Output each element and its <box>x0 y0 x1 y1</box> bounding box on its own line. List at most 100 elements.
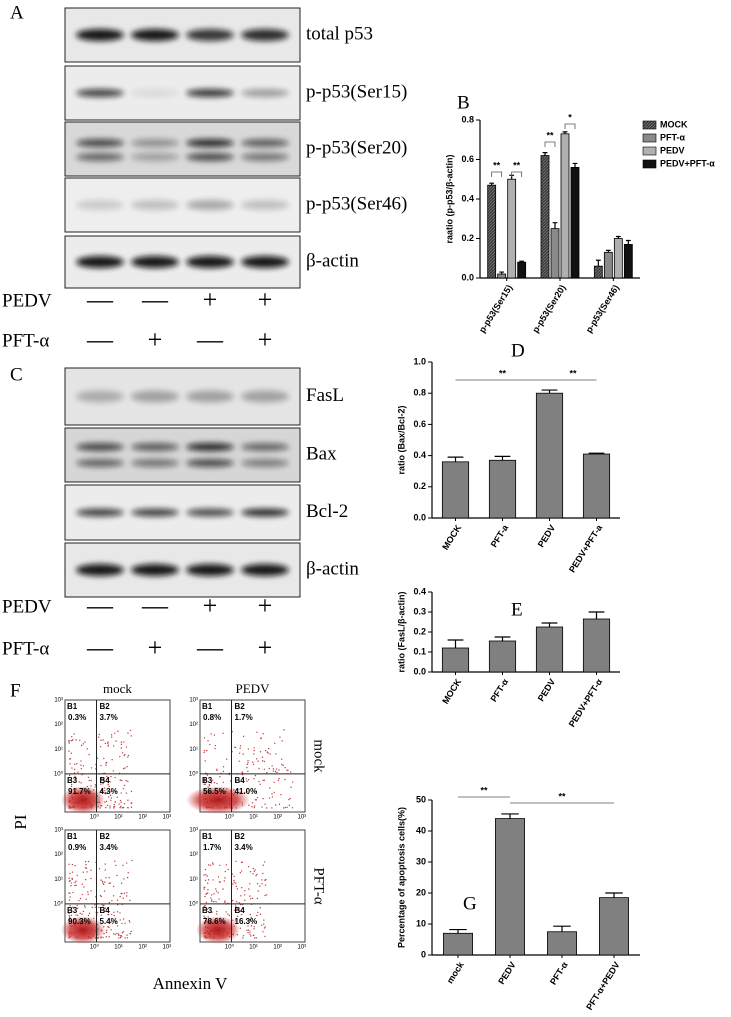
event-dot <box>130 790 133 793</box>
event-dot <box>225 911 227 913</box>
event-dot <box>266 751 269 753</box>
significance-label: ** <box>546 130 554 140</box>
treatment-mark: + <box>258 633 273 662</box>
significance-label: ** <box>499 368 507 378</box>
event-dot <box>122 931 125 933</box>
event-dot <box>100 783 102 785</box>
event-dot <box>253 777 255 780</box>
error-bar <box>494 455 511 461</box>
blot-band <box>131 459 179 467</box>
event-dot <box>126 766 128 768</box>
event-dot <box>208 783 211 786</box>
event-dot <box>84 860 87 863</box>
y-tick-label: 0.1 <box>413 646 426 656</box>
event-dot <box>216 769 218 772</box>
event-dot <box>207 879 210 881</box>
quadrant-name: B2 <box>235 702 246 711</box>
event-dot <box>213 900 215 903</box>
event-dot <box>257 890 259 892</box>
event-dot <box>70 885 72 887</box>
blot-band <box>131 508 179 517</box>
event-dot <box>110 734 113 736</box>
event-dot <box>123 802 126 805</box>
event-dot <box>108 877 110 879</box>
bar <box>497 273 507 279</box>
event-dot <box>249 898 252 900</box>
y-tick-label: 10¹ <box>54 877 63 883</box>
event-dot <box>121 892 123 895</box>
event-dot <box>291 781 294 783</box>
event-dot <box>79 897 82 900</box>
event-dot <box>256 731 258 733</box>
event-dot <box>247 929 250 931</box>
panel-label: G <box>463 893 477 914</box>
event-dot <box>123 878 125 880</box>
event-dot <box>122 918 125 920</box>
event-dot <box>112 745 115 747</box>
event-dot <box>203 779 205 782</box>
y-axis-label: raatio (p-p53/β-actin) <box>444 154 454 243</box>
quadrant-percent: 4.3% <box>100 787 118 796</box>
event-dot <box>126 876 129 879</box>
event-dot <box>124 937 126 939</box>
legend-swatch <box>642 133 657 143</box>
y-tick-label: 10³ <box>189 698 198 704</box>
y-tick-label: 20 <box>416 887 426 897</box>
quadrant-name: B1 <box>202 832 213 841</box>
event-dot <box>127 806 129 809</box>
event-dot <box>87 891 89 893</box>
error-bar <box>449 928 467 934</box>
row-label: mock <box>311 739 327 773</box>
event-dot <box>247 759 249 762</box>
legend-swatch <box>642 120 657 130</box>
legend-swatch <box>642 159 657 169</box>
bar <box>535 392 564 519</box>
event-dot <box>265 894 268 896</box>
event-dot <box>258 767 260 770</box>
event-dot <box>255 790 257 793</box>
event-dot <box>82 871 84 873</box>
quadrant-percent: 91.7% <box>68 787 91 796</box>
event-dot <box>227 913 229 915</box>
event-dot <box>233 909 236 912</box>
y-tick-label: 0.8 <box>413 388 426 398</box>
event-dot <box>249 933 251 935</box>
row-label: PFT-α <box>311 867 327 904</box>
event-dot <box>122 768 125 770</box>
legend-label: PFT-α <box>660 132 685 142</box>
x-tick-label: p-p53(Ser15) <box>477 283 514 335</box>
error-bar <box>605 249 611 253</box>
event-dot <box>247 925 249 927</box>
error-bar <box>494 636 511 641</box>
event-dot <box>286 806 288 809</box>
y-tick-label: 0.2 <box>413 626 426 636</box>
event-dot <box>222 770 225 773</box>
event-dot <box>255 937 258 939</box>
event-dot <box>129 729 132 732</box>
event-dot <box>256 897 259 900</box>
event-dot <box>284 806 287 809</box>
error-bar <box>499 271 505 275</box>
event-dot <box>73 733 75 735</box>
panel-label: E <box>511 599 523 620</box>
event-dot <box>73 772 76 774</box>
event-dot <box>284 778 286 781</box>
event-dot <box>269 787 271 789</box>
event-dot <box>284 766 286 769</box>
event-dot <box>68 916 71 918</box>
significance-bracket <box>511 171 523 177</box>
event-dot <box>119 779 122 781</box>
event-dot <box>247 770 249 773</box>
event-dot <box>120 792 122 794</box>
event-dot <box>274 770 277 773</box>
event-dot <box>80 744 83 747</box>
y-axis-label: PI <box>11 814 30 829</box>
quadrant-name: B3 <box>202 906 213 915</box>
event-dot <box>81 913 83 915</box>
y-tick-label: 0 <box>421 949 426 959</box>
event-dot <box>203 886 205 889</box>
x-tick-label: 10¹ <box>114 815 123 821</box>
event-dot <box>242 735 245 738</box>
event-dot <box>100 790 103 792</box>
event-dot <box>90 869 92 871</box>
